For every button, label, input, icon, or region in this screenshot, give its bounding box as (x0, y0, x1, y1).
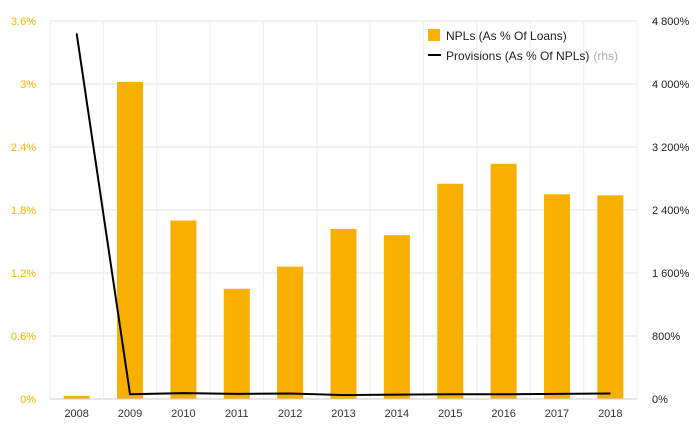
bar-2018 (597, 195, 624, 399)
bar-2008 (63, 395, 90, 399)
provisions-point-2012 (289, 392, 291, 394)
y-right-tick-label: 4 000% (652, 79, 690, 91)
provisions-point-2014 (396, 394, 398, 396)
x-tick-label: 2009 (118, 408, 142, 420)
y-right-tick-label: 0% (652, 394, 668, 406)
provisions-point-2018 (609, 392, 611, 394)
gridlines (49, 20, 638, 399)
y-left-tick-label: 0.6% (11, 331, 36, 343)
line-series (75, 33, 611, 397)
x-tick-label: 2016 (491, 408, 515, 420)
provisions-point-2013 (343, 394, 344, 396)
bar-series (63, 81, 624, 400)
y-right-tick-label: 4 800% (652, 16, 690, 28)
provisions-point-2016 (503, 393, 505, 395)
y-left-tick-label: 1.2% (11, 268, 36, 280)
bar-2017 (543, 194, 570, 399)
x-tick-label: 2013 (331, 408, 355, 420)
x-tick-label: 2015 (438, 408, 462, 420)
y-left-tick-label: 0% (20, 394, 36, 406)
bar-2013 (330, 228, 357, 399)
y-right-tick-label: 1 600% (652, 268, 690, 280)
provisions-point-2011 (236, 393, 238, 395)
y-left-tick-label: 2.4% (11, 142, 36, 154)
y-left-tick-label: 1.8% (11, 205, 36, 217)
x-tick-label: 2018 (598, 408, 622, 420)
bar-2011 (223, 288, 250, 399)
y-right-tick-label: 2 400% (652, 205, 690, 217)
y-right-tick-label: 3 200% (652, 142, 690, 154)
legend-bar-swatch (428, 29, 440, 41)
bar-2014 (383, 235, 410, 399)
provisions-point-2009 (129, 393, 131, 395)
y-right-tick-label: 800% (652, 331, 680, 343)
legend-line-suffix: (rhs) (593, 49, 618, 63)
legend-line-label: Provisions (As % Of NPLs) (rhs) (446, 49, 618, 63)
legend-line-label-text: Provisions (As % Of NPLs) (446, 49, 589, 63)
x-tick-label: 2014 (385, 408, 409, 420)
axes: 0% 0.6% 1.2% 1.8% 2.4% 3% 3.6% 0% 800% 1 600% 2 40… (11, 16, 690, 420)
x-tick-label: 2010 (171, 408, 195, 420)
x-tick-label: 2011 (225, 408, 249, 420)
y-left-tick-label: 3% (20, 79, 36, 91)
bar-2010 (170, 220, 197, 399)
x-tick-label: 2017 (545, 408, 569, 420)
provisions-point-2017 (556, 393, 558, 395)
provisions-point-2010 (182, 392, 184, 394)
legend: NPLs (As % Of Loans) Provisions (As % Of… (428, 29, 618, 63)
y-left-tick-label: 3.6% (11, 16, 36, 28)
x-tick-label: 2008 (64, 408, 88, 420)
bar-2016 (490, 163, 517, 399)
provisions-point-2008 (76, 33, 78, 35)
bar-2015 (437, 183, 464, 399)
bar-2012 (277, 266, 304, 399)
provisions-point-2015 (449, 393, 451, 395)
legend-bar-label: NPLs (As % Of Loans) (446, 29, 567, 43)
x-tick-label: 2012 (278, 408, 302, 420)
bar-2009 (117, 81, 144, 400)
